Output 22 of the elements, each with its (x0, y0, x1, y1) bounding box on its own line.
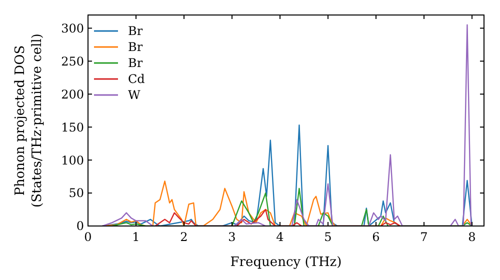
legend-label: W (128, 88, 141, 102)
y-tick-label: 300 (61, 21, 84, 36)
x-tick-label: 1 (132, 230, 140, 244)
x-tick-label: 3 (228, 230, 236, 244)
y-tick-label: 0 (76, 219, 84, 234)
legend-label: Cd (128, 72, 146, 86)
y-axis-title: Phonon projected DOS (States/THz·primitive cell) (13, 33, 45, 208)
legend-label: Br (128, 56, 143, 70)
y-tick-label: 150 (61, 120, 84, 134)
x-tick-label: 7 (420, 230, 428, 244)
x-tick-label: 2 (180, 230, 188, 244)
y-tick-label: 250 (61, 54, 84, 68)
y-tick-label: 100 (61, 153, 84, 168)
x-tick-label: 5 (324, 230, 332, 244)
y-tick-label: 200 (61, 87, 84, 102)
x-tick-label: 8 (468, 230, 476, 244)
x-tick-label: 6 (372, 230, 380, 244)
y-tick-label: 50 (68, 186, 84, 200)
x-axis-title: Frequency (THz) (230, 255, 342, 270)
legend-label: Br (128, 24, 143, 38)
x-tick-label: 4 (276, 230, 284, 244)
legend-label: Br (128, 40, 143, 54)
